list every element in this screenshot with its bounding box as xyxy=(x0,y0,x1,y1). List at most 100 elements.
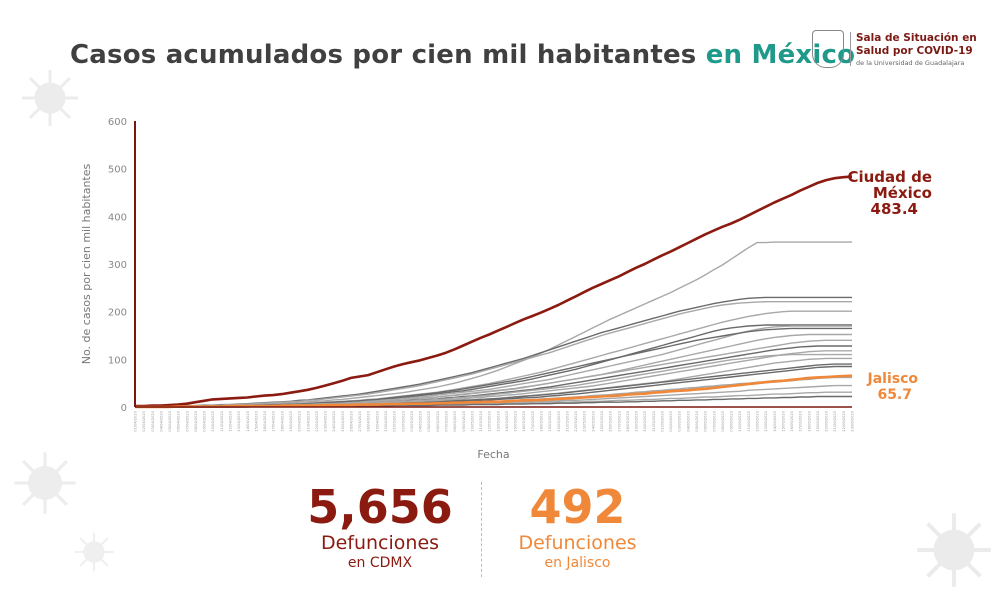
stat-jalisco-line-2: en Jalisco xyxy=(544,555,611,571)
y-tick-label: 500 xyxy=(108,165,127,176)
x-tick-label: 20/04/2020 xyxy=(298,410,302,431)
x-tick-label: 07/04/2020 xyxy=(185,410,189,431)
x-tick-label: 24/05/2020 xyxy=(591,410,595,431)
x-tick-label: 08/04/2020 xyxy=(194,410,198,431)
x-tick-label: 27/04/2020 xyxy=(358,410,362,431)
x-tick-label: 14/04/2020 xyxy=(246,410,250,431)
x-tick-label: 12/06/2020 xyxy=(755,410,759,431)
x-tick-label: 04/05/2020 xyxy=(419,410,423,431)
x-tick-label: 15/04/2020 xyxy=(254,410,258,431)
x-tick-label: 16/06/2020 xyxy=(790,410,794,431)
x-tick-label: 18/05/2020 xyxy=(540,410,544,431)
x-tick-label: 24/04/2020 xyxy=(332,410,336,431)
x-tick-label: 14/05/2020 xyxy=(505,410,509,431)
x-tick-label: 16/05/2020 xyxy=(522,410,526,431)
y-tick-label: 0 xyxy=(121,403,127,414)
x-tick-label: 26/04/2020 xyxy=(349,410,353,431)
x-tick-label: 05/05/2020 xyxy=(427,410,431,431)
x-tick-label: 13/06/2020 xyxy=(764,410,768,431)
series-line-state xyxy=(135,301,852,408)
x-axis-label: Fecha xyxy=(477,448,509,461)
x-tick-label: 17/04/2020 xyxy=(272,410,276,431)
series-line-state xyxy=(135,310,852,408)
brand-line-3: de la Universidad de Guadalajara xyxy=(856,59,965,67)
y-tick-label: 300 xyxy=(108,260,127,271)
x-tick-label: 10/06/2020 xyxy=(738,410,742,431)
x-tick-label: 29/05/2020 xyxy=(635,410,639,431)
x-tick-label: 22/04/2020 xyxy=(315,410,319,431)
stats-divider xyxy=(481,482,482,577)
x-tick-label: 13/04/2020 xyxy=(237,410,241,431)
brand-logo: Sala de Situación en Salud por COVID-19 … xyxy=(812,30,992,70)
x-tick-label: 02/04/2020 xyxy=(142,410,146,431)
title-main: Casos acumulados por cien mil habitantes xyxy=(70,40,706,70)
x-tick-label: 02/05/2020 xyxy=(401,410,405,431)
x-tick-label: 21/05/2020 xyxy=(565,410,569,431)
stat-jalisco: 492 Defunciones en Jalisco xyxy=(505,482,650,572)
stat-cdmx-line-2: en CDMX xyxy=(347,555,413,571)
y-tick-label: 200 xyxy=(108,308,127,319)
x-tick-label: 04/06/2020 xyxy=(686,410,690,431)
x-tick-label: 27/05/2020 xyxy=(617,410,621,431)
x-tick-label: 30/05/2020 xyxy=(643,410,647,431)
x-tick-label: 23/05/2020 xyxy=(583,410,587,431)
x-tick-label: 22/06/2020 xyxy=(842,410,846,431)
x-tick-label: 17/05/2020 xyxy=(531,410,535,431)
brand-line-2: Salud por COVID-19 xyxy=(856,45,973,57)
x-tick-label: 03/04/2020 xyxy=(151,410,155,431)
stat-jalisco-number: 492 xyxy=(529,480,626,534)
x-tick-label: 18/04/2020 xyxy=(280,410,284,431)
x-tick-label: 19/04/2020 xyxy=(289,410,293,431)
virus-decoration-icon xyxy=(917,513,991,587)
x-tick-label: 19/06/2020 xyxy=(816,410,820,431)
x-tick-label: 05/04/2020 xyxy=(168,410,172,431)
x-tick-label: 03/05/2020 xyxy=(410,410,414,431)
x-tick-label: 18/06/2020 xyxy=(807,410,811,431)
y-tick-label: 600 xyxy=(108,117,127,128)
stat-cdmx-line-1: Defunciones xyxy=(320,532,440,554)
x-tick-label: 10/04/2020 xyxy=(211,410,215,431)
x-tick-label: 28/04/2020 xyxy=(367,410,371,431)
y-axis-label: No. de casos por cien mil habitantes xyxy=(80,164,93,365)
university-seal-icon xyxy=(812,30,844,68)
cdmx-label-line-1: Ciudad de xyxy=(847,168,932,186)
x-tick-label: 11/05/2020 xyxy=(479,410,483,431)
highlight-lines-group xyxy=(135,175,853,409)
x-tick-label: 08/06/2020 xyxy=(721,410,725,431)
x-tick-label: 15/06/2020 xyxy=(781,410,785,431)
x-tick-label: 07/05/2020 xyxy=(444,410,448,431)
x-tick-label: 01/04/2020 xyxy=(134,410,138,431)
x-tick-label: 20/05/2020 xyxy=(557,410,561,431)
x-tick-label: 10/05/2020 xyxy=(470,410,474,431)
y-tick-label: 400 xyxy=(108,212,127,223)
x-tick-label: 09/05/2020 xyxy=(462,410,466,431)
x-tick-label: 20/06/2020 xyxy=(825,410,829,431)
series-line-jalisco xyxy=(135,374,853,409)
x-tick-label: 04/04/2020 xyxy=(159,410,163,431)
y-tick-label: 100 xyxy=(108,355,127,366)
x-tick-label: 01/05/2020 xyxy=(393,410,397,431)
x-tick-label: 02/06/2020 xyxy=(669,410,673,431)
x-tick-label: 12/04/2020 xyxy=(229,410,233,431)
x-tick-label: 06/04/2020 xyxy=(177,410,181,431)
x-tick-label: 21/04/2020 xyxy=(306,410,310,431)
x-tick-label: 21/06/2020 xyxy=(833,410,837,431)
x-tick-label: 13/05/2020 xyxy=(496,410,500,431)
brand-line-1: Sala de Situación en xyxy=(856,32,977,44)
x-tick-label: 09/06/2020 xyxy=(730,410,734,431)
series-line-cdmx xyxy=(135,175,853,408)
jalisco-label-value: 65.7 xyxy=(877,387,912,403)
x-tick-label: 14/06/2020 xyxy=(773,410,777,431)
state-lines-group xyxy=(135,241,852,408)
x-tick-label: 28/05/2020 xyxy=(626,410,630,431)
x-tick-label: 11/04/2020 xyxy=(220,410,224,431)
x-tick-label: 03/06/2020 xyxy=(678,410,682,431)
cdmx-label-value: 483.4 xyxy=(871,200,918,218)
x-tick-label: 08/05/2020 xyxy=(453,410,457,431)
x-tick-label: 12/05/2020 xyxy=(488,410,492,431)
x-tick-label: 15/05/2020 xyxy=(514,410,518,431)
virus-decoration-icon xyxy=(22,70,78,126)
x-tick-label: 01/06/2020 xyxy=(660,410,664,431)
x-tick-label: 16/04/2020 xyxy=(263,410,267,431)
